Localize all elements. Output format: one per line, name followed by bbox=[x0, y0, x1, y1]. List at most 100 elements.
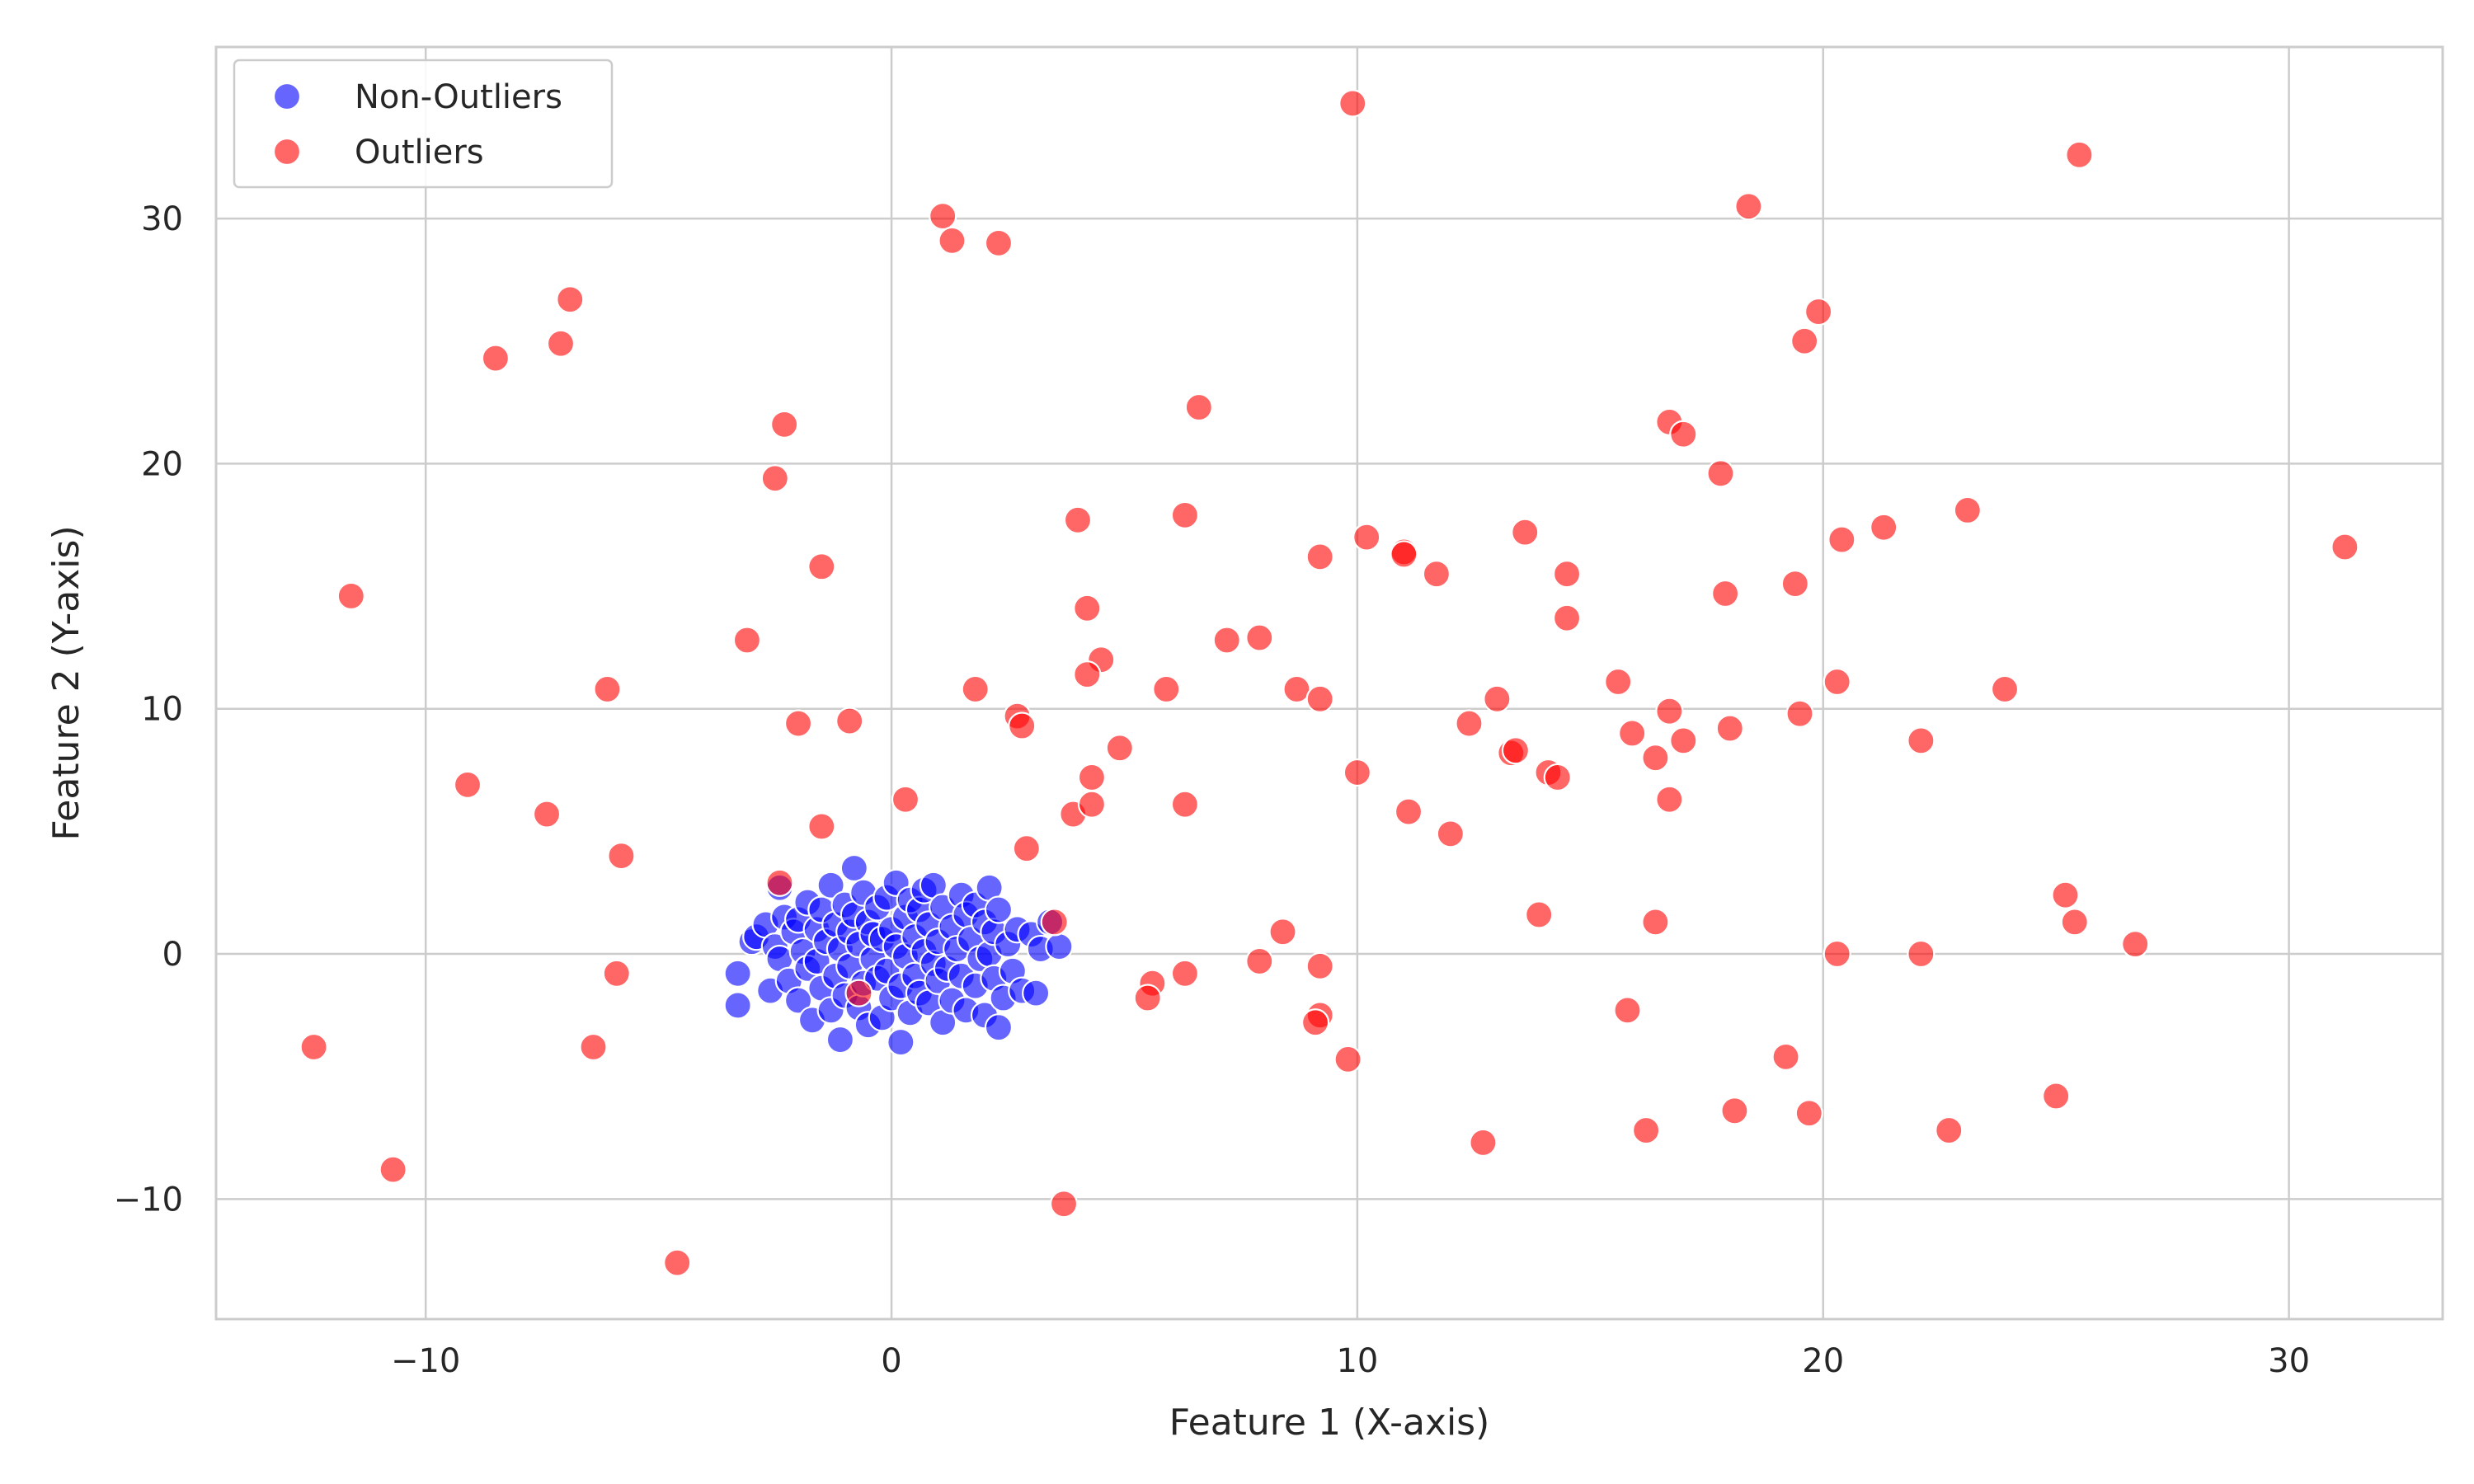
outlier-point bbox=[1780, 569, 1809, 599]
x-tick-label: 10 bbox=[1336, 1342, 1378, 1380]
outlier-point bbox=[1338, 89, 1367, 118]
outlier-point bbox=[1152, 674, 1181, 704]
outlier-point bbox=[1063, 505, 1093, 534]
outlier-point bbox=[532, 800, 562, 829]
outlier-point bbox=[1907, 939, 1935, 969]
legend-marker-outliers bbox=[272, 137, 302, 167]
outlier-point bbox=[1305, 684, 1334, 713]
outlier-point bbox=[1990, 674, 2020, 704]
outlier-point bbox=[1734, 192, 1763, 221]
outlier-point bbox=[1823, 667, 1851, 697]
outlier-point bbox=[807, 552, 836, 581]
y-axis-label: Feature 2 (Y-axis) bbox=[45, 525, 87, 840]
outlier-point bbox=[807, 812, 836, 841]
outlier-point bbox=[379, 1155, 407, 1184]
legend-box bbox=[233, 59, 614, 189]
outlier-point bbox=[1715, 714, 1744, 743]
non-outlier-point bbox=[887, 1027, 915, 1057]
outlier-point bbox=[835, 707, 864, 735]
outlier-point bbox=[1804, 297, 1833, 326]
outlier-point bbox=[1105, 734, 1134, 763]
outlier-point bbox=[1073, 594, 1102, 622]
outlier-point bbox=[1077, 763, 1107, 792]
outlier-point bbox=[1794, 1099, 1823, 1128]
outlier-point bbox=[1469, 1128, 1498, 1158]
outlier-point bbox=[593, 674, 622, 704]
outlier-point bbox=[1394, 797, 1423, 826]
outlier-point bbox=[336, 581, 365, 611]
outlier-point bbox=[2051, 881, 2080, 909]
outlier-point bbox=[2060, 908, 2089, 937]
outlier-point bbox=[1870, 513, 1898, 542]
outlier-point bbox=[1552, 560, 1582, 589]
grid-lines bbox=[216, 47, 2443, 1319]
outlier-point bbox=[1823, 939, 1851, 969]
x-tick-label: 0 bbox=[881, 1342, 901, 1380]
y-tick-label: 10 bbox=[141, 691, 183, 729]
non-outlier-point bbox=[984, 895, 1014, 924]
outlier-point bbox=[1827, 525, 1856, 554]
outlier-point bbox=[299, 1032, 328, 1062]
outlier-point bbox=[1040, 908, 1069, 937]
legend-label-outliers: Outliers bbox=[355, 134, 484, 171]
x-tick-label: 20 bbox=[1802, 1342, 1844, 1380]
outlier-point bbox=[1552, 603, 1582, 632]
tick-labels: −10 0 10 20 30 −10 0 10 20 30 bbox=[114, 200, 2310, 1380]
legend-label-non-outliers: Non-Outliers bbox=[355, 78, 562, 116]
outlier-point bbox=[1771, 1042, 1800, 1071]
outlier-point bbox=[1390, 540, 1418, 569]
x-tick-label: −10 bbox=[391, 1342, 460, 1380]
outlier-point bbox=[1669, 420, 1698, 448]
outlier-point bbox=[765, 868, 794, 897]
y-tick-label: 20 bbox=[141, 445, 183, 483]
outlier-point bbox=[1133, 984, 1162, 1012]
outlier-point bbox=[1720, 1097, 1749, 1125]
outlier-point bbox=[844, 979, 873, 1007]
outlier-point bbox=[961, 674, 990, 704]
outlier-point bbox=[579, 1032, 608, 1062]
outlier-point bbox=[1300, 1008, 1330, 1037]
outliers-series bbox=[299, 89, 2359, 1277]
outlier-point bbox=[2331, 533, 2359, 561]
outlier-point bbox=[1706, 459, 1735, 488]
non-outlier-point bbox=[825, 1025, 855, 1054]
outlier-point bbox=[1483, 684, 1512, 713]
outlier-point bbox=[1711, 579, 1740, 608]
outlier-point bbox=[770, 410, 799, 439]
outlier-point bbox=[1245, 946, 1274, 976]
outlier-point bbox=[546, 329, 576, 358]
outlier-point bbox=[984, 228, 1014, 257]
data-points bbox=[299, 89, 2359, 1277]
x-axis-label: Feature 1 (X-axis) bbox=[1169, 1402, 1490, 1444]
outlier-point bbox=[607, 841, 636, 871]
outlier-point bbox=[1352, 523, 1381, 552]
legend-marker-non-outliers bbox=[272, 82, 302, 111]
outlier-point bbox=[1613, 996, 1642, 1025]
outlier-point bbox=[1073, 660, 1102, 689]
outlier-point bbox=[1077, 790, 1107, 819]
outlier-point bbox=[1343, 758, 1371, 787]
non-outliers-series bbox=[723, 853, 1074, 1057]
x-tick-label: 30 bbox=[2268, 1342, 2310, 1380]
non-outlier-point bbox=[816, 871, 845, 899]
outlier-point bbox=[1501, 736, 1531, 765]
legend: Non-Outliers Outliers bbox=[233, 59, 614, 189]
y-tick-label: 30 bbox=[141, 200, 183, 238]
plot-frame bbox=[214, 45, 2444, 1321]
non-outlier-point bbox=[984, 1013, 1014, 1042]
outlier-point bbox=[1935, 1115, 1964, 1145]
outlier-point bbox=[1655, 697, 1684, 726]
outlier-point bbox=[1511, 518, 1540, 547]
outlier-point bbox=[2065, 140, 2094, 169]
outlier-point bbox=[929, 202, 957, 231]
outlier-point bbox=[1333, 1045, 1362, 1073]
outlier-point bbox=[1012, 834, 1041, 863]
outlier-point bbox=[1669, 726, 1698, 755]
outlier-point bbox=[1170, 790, 1199, 819]
outlier-point bbox=[453, 770, 482, 799]
outlier-point bbox=[1008, 711, 1037, 740]
outlier-point bbox=[1641, 908, 1670, 937]
outlier-point bbox=[1790, 326, 1819, 355]
outlier-point bbox=[938, 226, 967, 255]
